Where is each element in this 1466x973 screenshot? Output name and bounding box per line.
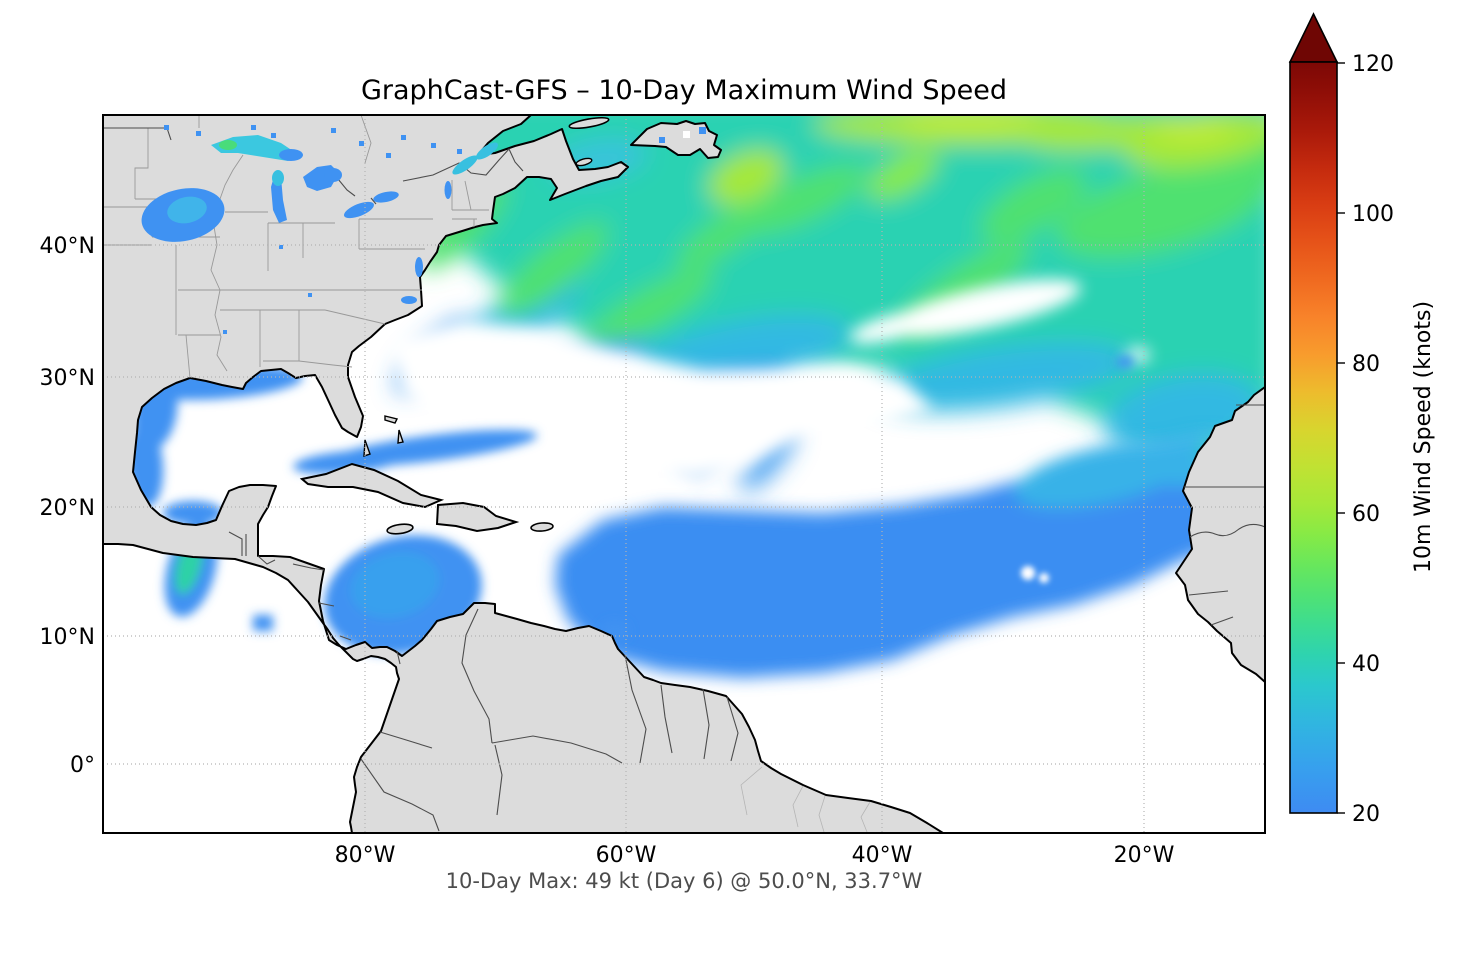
puerto-rico-island [530,522,554,532]
lat-tick-40n: 40°N [40,234,95,259]
jamaica-island [386,523,414,535]
north-america-landmass [103,115,944,833]
colorbar-tick-marks [1337,62,1345,814]
cb-tick-100: 100 [1352,202,1394,227]
y-axis-labels: 40°N 30°N 20°N 10°N 0° [40,234,95,778]
cb-tick-120: 120 [1352,52,1394,77]
map-plot [102,114,1266,834]
colorbar-tick-labels: 120 100 80 60 40 20 [1352,52,1394,827]
plot-frame [102,114,1266,834]
prince-edward-island [575,157,593,167]
lon-tick-20w: 20°W [1114,843,1175,868]
cb-tick-60: 60 [1352,502,1380,527]
lat-tick-0: 0° [70,753,95,778]
anticosti-island [568,116,610,130]
cb-tick-40: 40 [1352,652,1380,677]
lat-tick-10n: 10°N [40,625,95,650]
colorbar-axis-label: 10m Wind Speed (knots) [1411,301,1436,573]
cuba-island [299,462,445,509]
lon-tick-40w: 40°W [852,843,913,868]
gridlines [103,115,1265,833]
colorbar-gradient-bar [1289,61,1338,814]
rivers [740,766,871,833]
lon-tick-60w: 60°W [596,843,657,868]
cb-tick-20: 20 [1352,802,1380,827]
cb-tick-80: 80 [1352,352,1380,377]
max-wind-annotation: 10-Day Max: 49 kt (Day 6) @ 50.0°N, 33.7… [446,869,923,893]
plot-title: GraphCast-GFS – 10-Day Maximum Wind Spee… [361,75,1007,106]
lakes-inland-wind [141,125,706,334]
hispaniola-island [435,501,520,533]
lat-tick-30n: 30°N [40,366,95,391]
state-borders [103,115,489,379]
colorbar: 120 100 80 60 40 20 10m Wind Speed (knot… [1288,12,1436,827]
colorbar-extend-arrow [1288,12,1339,63]
lat-tick-20n: 20°N [40,496,95,521]
x-axis-labels: 80°W 60°W 40°W 20°W [335,843,1175,868]
cape-verde-lee-calm [1021,566,1049,583]
bahamas-islands [363,415,404,457]
africa-landmass [1175,386,1265,683]
land-layer [103,115,1265,833]
newfoundland-island [630,120,722,159]
country-borders [103,127,1265,832]
lon-tick-80w: 80°W [335,843,396,868]
